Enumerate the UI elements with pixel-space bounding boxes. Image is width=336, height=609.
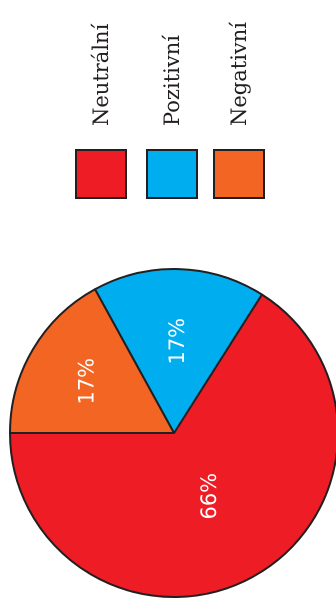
legend-label-negativní: Negativní xyxy=(227,22,251,126)
pie-slice-pozitivní xyxy=(93,268,263,434)
legend-swatch-pozitivní xyxy=(146,149,198,199)
pie-slice-neutrální xyxy=(9,293,336,598)
slice-label-pozitivní: 17% xyxy=(165,318,189,365)
pie-slices xyxy=(9,268,336,598)
slice-label-neutrální: 66% xyxy=(197,473,221,520)
legend-swatch-neutrální xyxy=(75,149,127,199)
pie-slice-labels: 66% 17% 17% xyxy=(75,318,221,520)
legend-label-neutrální: Neutrální xyxy=(89,23,113,126)
legend: Neutrální Pozitivní Negativní xyxy=(75,22,265,199)
slice-label-negativní: 17% xyxy=(75,358,99,405)
pie-slice-negativní xyxy=(9,288,175,434)
legend-label-pozitivní: Pozitivní xyxy=(160,35,184,126)
legend-swatch-negativní xyxy=(213,149,265,199)
